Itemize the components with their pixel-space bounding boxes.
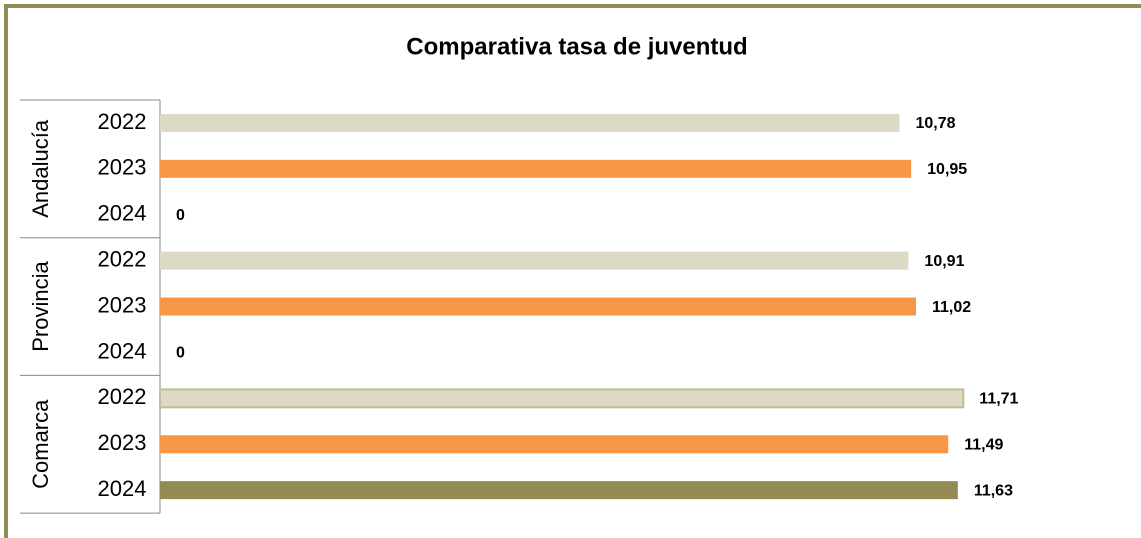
- category-label: 2022: [98, 109, 147, 134]
- category-label: 2023: [98, 430, 147, 455]
- bar: [160, 481, 958, 500]
- category-label: 2023: [98, 155, 147, 180]
- value-label: 10,95: [927, 161, 967, 178]
- category-label: 2022: [98, 384, 147, 409]
- value-label: 10,91: [924, 253, 964, 270]
- category-label: 2022: [98, 246, 147, 271]
- group-label: Andalucía: [28, 119, 53, 218]
- value-label: 0: [176, 345, 185, 362]
- bar: [160, 251, 909, 270]
- value-label: 10,78: [916, 115, 956, 132]
- bar: [160, 297, 916, 316]
- bar: [160, 159, 912, 178]
- group-label: Provincia: [28, 261, 53, 352]
- category-label: 2024: [98, 338, 147, 363]
- value-label: 0: [176, 207, 185, 224]
- bar: [159, 388, 965, 409]
- value-label: 11,71: [979, 391, 1018, 408]
- frame: [4, 4, 1141, 538]
- value-label: 11,02: [932, 299, 971, 316]
- value-label: 11,49: [964, 436, 1003, 453]
- category-label: 2023: [98, 292, 147, 317]
- value-label: 11,63: [974, 482, 1013, 499]
- chart-title: Comparativa tasa de juventud: [406, 33, 747, 60]
- category-label: 2024: [98, 201, 147, 226]
- bar: [160, 435, 949, 454]
- group-label: Comarca: [28, 399, 53, 489]
- category-label: 2024: [98, 476, 147, 501]
- bar: [160, 113, 900, 132]
